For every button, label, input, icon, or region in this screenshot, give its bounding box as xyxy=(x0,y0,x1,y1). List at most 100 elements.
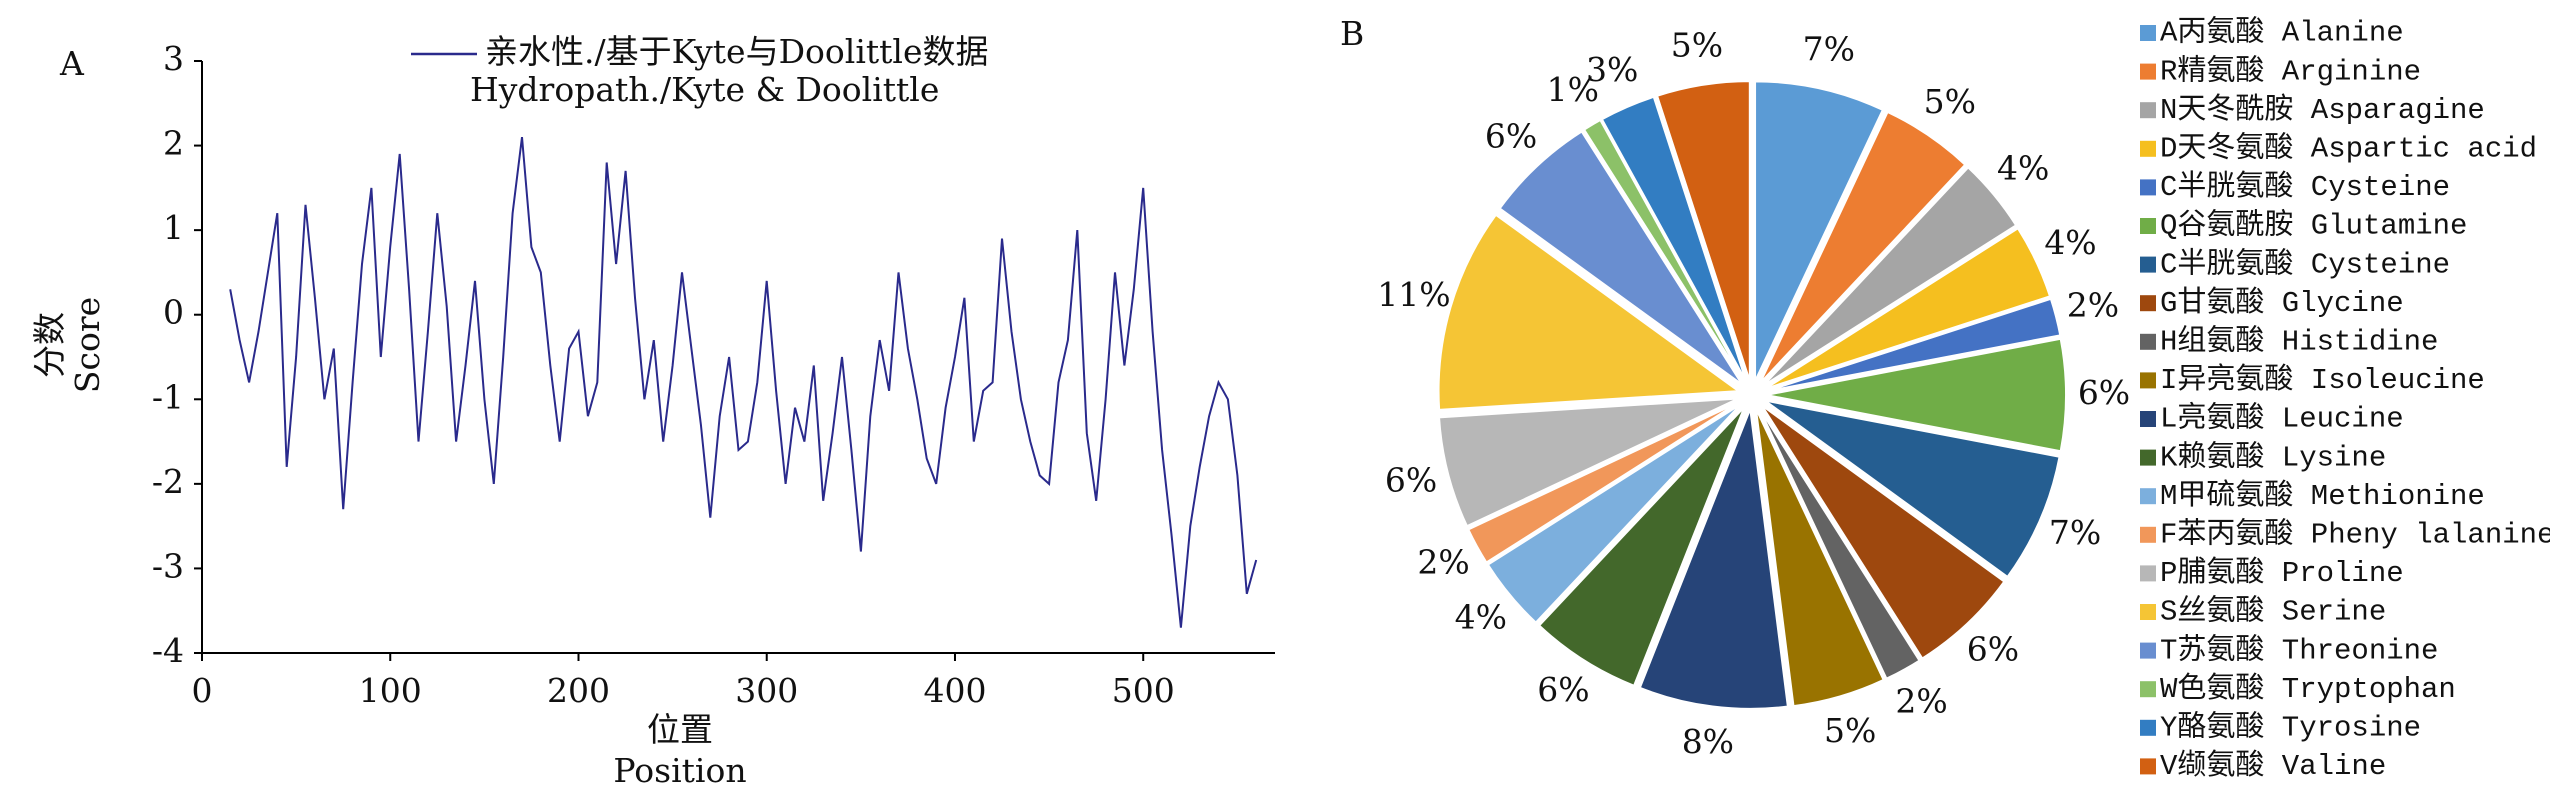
legend-label: F苯丙氨酸 Pheny lalanine xyxy=(2160,516,2550,551)
pie-slice xyxy=(1764,226,2052,390)
y-tick-label: -2 xyxy=(152,462,184,501)
legend-swatch xyxy=(2140,140,2156,157)
legend-swatch xyxy=(2140,295,2156,312)
legend-label: P脯氨酸 Proline xyxy=(2160,555,2404,590)
pie-slice xyxy=(1655,80,1751,382)
data-label: 6% xyxy=(1385,461,1437,500)
legend-swatch xyxy=(2140,719,2156,736)
legend-label: G甘氨酸 Glycine xyxy=(2160,285,2404,320)
legend-swatch xyxy=(2140,565,2156,582)
y-tick-label: -3 xyxy=(152,546,184,585)
x-axis-title: 位置 xyxy=(647,710,713,749)
data-label: 2% xyxy=(1417,543,1469,582)
pie-slice xyxy=(1466,400,1741,564)
legend-label: I异亮氨酸 Isoleucine xyxy=(2160,362,2485,397)
data-label: 2% xyxy=(2067,285,2119,324)
data-label: 6% xyxy=(2078,373,2130,412)
legend-swatch xyxy=(2140,604,2156,620)
legend-swatch xyxy=(2140,411,2156,427)
data-label: 3% xyxy=(1586,50,1638,89)
x-tick-label: 500 xyxy=(1112,671,1175,710)
x-tick-label: 100 xyxy=(359,671,422,710)
y-tick-label: -4 xyxy=(152,631,184,670)
pie-slice xyxy=(1498,130,1744,386)
data-label: 2% xyxy=(1895,681,1947,720)
legend-label: W色氨酸 Tryptophan xyxy=(2160,671,2456,706)
legend-swatch xyxy=(2140,488,2156,505)
legend-label: A丙氨酸 Alanine xyxy=(2160,15,2404,50)
data-label: 6% xyxy=(1485,116,1537,155)
legend-swatch xyxy=(2140,681,2156,698)
legend-label: N天冬酰胺 Asparagine xyxy=(2160,92,2485,127)
data-label: 5% xyxy=(1824,711,1876,750)
legend-swatch xyxy=(2140,642,2156,659)
legend-swatch xyxy=(2140,102,2156,119)
panel-label: A xyxy=(59,44,85,83)
legend-label: Y酪氨酸 Tyrosine xyxy=(2160,709,2421,744)
data-label: 5% xyxy=(1671,25,1723,64)
pie-slice xyxy=(1638,408,1789,710)
data-label: 4% xyxy=(2044,223,2096,262)
y-tick-label: 3 xyxy=(163,39,184,78)
data-label: 4% xyxy=(1997,149,2049,188)
legend-label: R精氨酸 Arginine xyxy=(2160,53,2421,88)
legend-swatch xyxy=(2140,256,2156,273)
legend-swatch xyxy=(2140,758,2156,775)
legend-label: C半胱氨酸 Cysteine xyxy=(2160,246,2450,281)
legend-label: D天冬氨酸 Aspartic acid xyxy=(2160,130,2537,165)
pie-slice xyxy=(1754,80,1885,382)
legend-label: L亮氨酸 Leucine xyxy=(2160,401,2404,436)
legend-label: S丝氨酸 Serine xyxy=(2160,594,2386,629)
y-axis-title: Score xyxy=(68,297,107,393)
legend-swatch xyxy=(2140,218,2156,234)
legend-swatch xyxy=(2140,179,2156,196)
x-tick-label: 300 xyxy=(735,671,798,710)
legend-label: C半胱氨酸 Cysteine xyxy=(2160,169,2450,204)
y-axis-title: 分数 xyxy=(30,312,69,378)
data-label: 11% xyxy=(1377,275,1450,314)
legend-swatch xyxy=(2140,333,2156,350)
legend-note: Hydropath./Kyte & Doolittle xyxy=(470,70,939,109)
pie-slice xyxy=(1582,118,1746,384)
legend-label: 亲水性./基于Kyte与Doolittle数据 xyxy=(485,32,989,71)
legend-swatch xyxy=(2140,25,2156,41)
y-tick-label: -1 xyxy=(152,377,184,416)
pie-slice xyxy=(1754,408,1885,708)
legend-label: M甲硫氨酸 Methionine xyxy=(2160,478,2485,513)
data-label: 7% xyxy=(1803,29,1855,68)
legend-swatch xyxy=(2140,372,2156,389)
x-tick-label: 400 xyxy=(923,671,986,710)
data-label: 6% xyxy=(1537,670,1589,709)
pie-slice xyxy=(1486,403,1742,625)
pie-slice xyxy=(1437,397,1739,528)
pie-slice xyxy=(1757,406,1921,681)
pie-slice xyxy=(1600,95,1748,383)
pie-slice xyxy=(1765,297,2062,393)
legend-label: V缬氨酸 Valine xyxy=(2160,748,2386,783)
legend-label: K赖氨酸 Lysine xyxy=(2160,439,2386,474)
pie-slice xyxy=(1764,399,2061,579)
y-tick-label: 1 xyxy=(163,208,184,247)
data-label: 4% xyxy=(1455,597,1507,636)
legend-swatch xyxy=(2140,526,2156,543)
data-label: 6% xyxy=(1967,630,2019,669)
data-label: 1% xyxy=(1547,70,1599,109)
data-label: 8% xyxy=(1682,722,1734,761)
pie-slice xyxy=(1537,406,1746,688)
pie-slice xyxy=(1762,165,2018,387)
pie-slice xyxy=(1760,404,2006,660)
panel-label: B xyxy=(1340,14,1364,53)
y-tick-label: 0 xyxy=(163,293,184,332)
legend-swatch xyxy=(2140,63,2156,80)
data-label: 7% xyxy=(2049,513,2101,552)
legend-swatch xyxy=(2140,449,2156,466)
legend-label: Q谷氨酰胺 Glutamine xyxy=(2160,208,2467,243)
pie-slice xyxy=(1758,110,1967,385)
legend-label: H组氨酸 Histidine xyxy=(2160,323,2438,358)
x-axis-title: Position xyxy=(613,751,746,785)
pie-slice xyxy=(1437,213,1742,411)
data-label: 5% xyxy=(1924,82,1976,121)
x-tick-label: 0 xyxy=(192,671,213,710)
legend-label: T苏氨酸 Threonine xyxy=(2160,632,2438,667)
